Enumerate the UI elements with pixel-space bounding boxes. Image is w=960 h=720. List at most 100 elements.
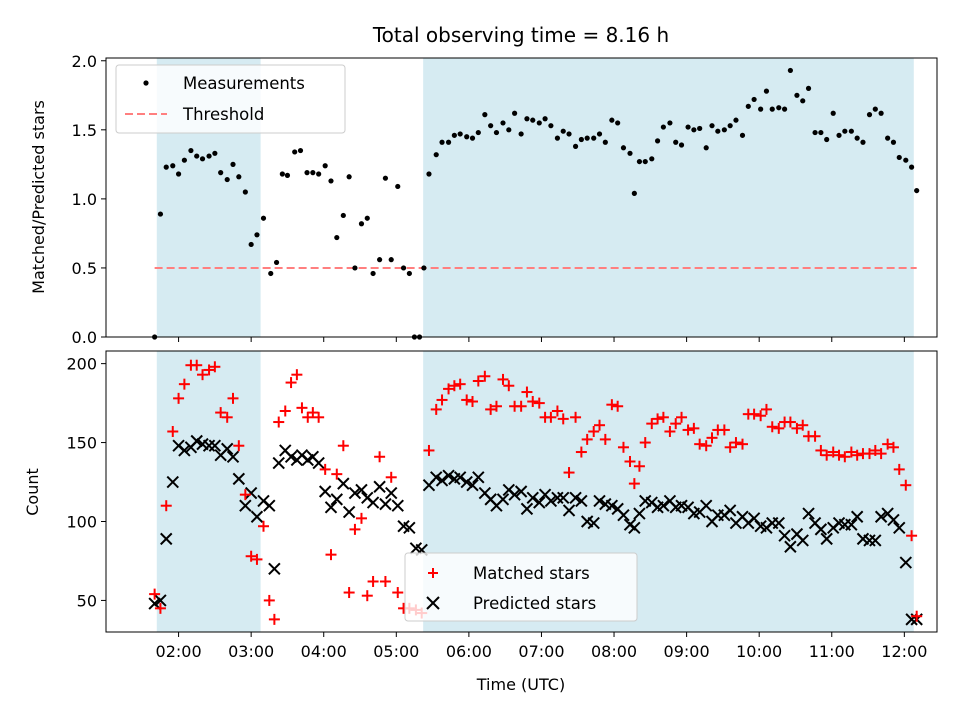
matched-star-point [809, 430, 821, 442]
matched-star-point [652, 413, 664, 425]
measurement-point [885, 135, 891, 141]
predicted-star-point [508, 488, 521, 501]
predicted-star-point [154, 594, 167, 607]
measurement-point [322, 163, 328, 169]
predicted-star-point [312, 456, 325, 470]
predicted-star-point [373, 480, 386, 493]
measurement-point [382, 175, 389, 181]
measurement-point [482, 112, 488, 118]
matched-star-point [706, 432, 718, 444]
predicted-star-point [699, 499, 713, 512]
predicted-star-point [520, 502, 534, 516]
legend-matched-marker [428, 568, 438, 578]
predicted-star-point [239, 499, 252, 512]
predicted-star-point [845, 518, 858, 531]
measurement-point [596, 131, 603, 137]
matched-star-point [268, 613, 280, 625]
measurement-point [636, 158, 643, 165]
measurement-point [848, 128, 854, 134]
measurement-point [781, 106, 788, 112]
matched-star-point [227, 392, 239, 404]
predicted-star-point [778, 529, 791, 542]
matched-star-point [467, 396, 479, 408]
measurement-point [488, 123, 494, 129]
matched-star-point [257, 520, 269, 532]
bottom-axes-frame [105, 350, 938, 633]
matched-star-point [319, 463, 331, 475]
matched-star-point [533, 397, 545, 409]
measurements-points [152, 67, 920, 340]
measurement-point [548, 123, 554, 129]
measurement-point [297, 147, 304, 154]
x-tick-label: 07:00 [518, 642, 564, 661]
predicted-star-point [657, 499, 670, 512]
matched-star-point [748, 408, 760, 420]
measurement-point [697, 125, 703, 132]
measurement-point [377, 257, 383, 263]
measurement-point [464, 134, 470, 140]
x-tick-label: 09:00 [664, 642, 710, 661]
measurement-point [896, 154, 902, 161]
matched-star-point [581, 433, 593, 445]
measurement-point [188, 147, 194, 154]
measurement-point [578, 136, 584, 143]
predicted-star-point [820, 532, 833, 546]
predicted-star-point [453, 471, 467, 484]
matched-star-point [791, 422, 803, 434]
matched-star-point [676, 411, 688, 423]
predicted-star-point [551, 491, 564, 505]
y-tick-label: 0.0 [72, 328, 97, 347]
measurement-point [518, 131, 524, 137]
matched-star-point [730, 437, 742, 449]
matched-star-point [617, 441, 629, 453]
measurement-point [602, 139, 608, 145]
predicted-star-point [226, 450, 240, 463]
predicted-star-point [355, 483, 368, 497]
matched-star-point [906, 530, 918, 542]
predicted-star-point [202, 439, 216, 452]
measurement-point [273, 259, 280, 266]
measurement-point [400, 265, 407, 271]
matched-star-point [670, 418, 682, 430]
matched-star-point [221, 411, 233, 423]
measurement-point [745, 103, 751, 109]
top-legend: Measurements Threshold [115, 64, 346, 134]
matched-stars-points [149, 359, 923, 625]
matched-star-point [367, 575, 379, 587]
matched-star-point [392, 587, 404, 599]
matched-star-point [325, 549, 337, 561]
predicted-star-point [337, 477, 350, 490]
predicted-star-point [557, 491, 570, 505]
measurement-point [776, 105, 782, 111]
bottom-legend: Matched stars Predicted stars [404, 552, 638, 622]
x-tick-label: 04:00 [301, 642, 347, 661]
measurement-point [506, 127, 512, 133]
measurement-point [268, 270, 274, 277]
predicted-star-point [514, 485, 528, 498]
measurement-point [654, 138, 661, 144]
measurement-point [554, 135, 561, 141]
measurement-point [340, 212, 346, 219]
predicted-star-point [544, 494, 558, 508]
measurement-point [248, 241, 254, 248]
bottom-panel: 02:00 03:00 04:00 05:00 06:00 07:00 08:00 09:00… [23, 350, 938, 694]
matched-star-point [423, 444, 435, 456]
measurement-point [609, 117, 615, 123]
predicted-star-point [330, 493, 344, 506]
matched-star-point [454, 378, 466, 390]
matched-star-point [851, 449, 863, 461]
top-x-ticks [178, 337, 905, 342]
matched-star-point [436, 394, 448, 406]
matched-star-point [845, 446, 857, 458]
predicted-star-point [379, 497, 392, 511]
measurement-point [620, 145, 627, 151]
matched-star-point [515, 400, 527, 412]
matched-star-point [503, 380, 515, 392]
measurement-point [860, 139, 866, 145]
matched-star-point [178, 378, 190, 390]
measurement-point [787, 67, 793, 74]
measurement-point [292, 149, 298, 155]
predicted-star-point [208, 439, 222, 452]
predicted-star-point [587, 516, 600, 530]
